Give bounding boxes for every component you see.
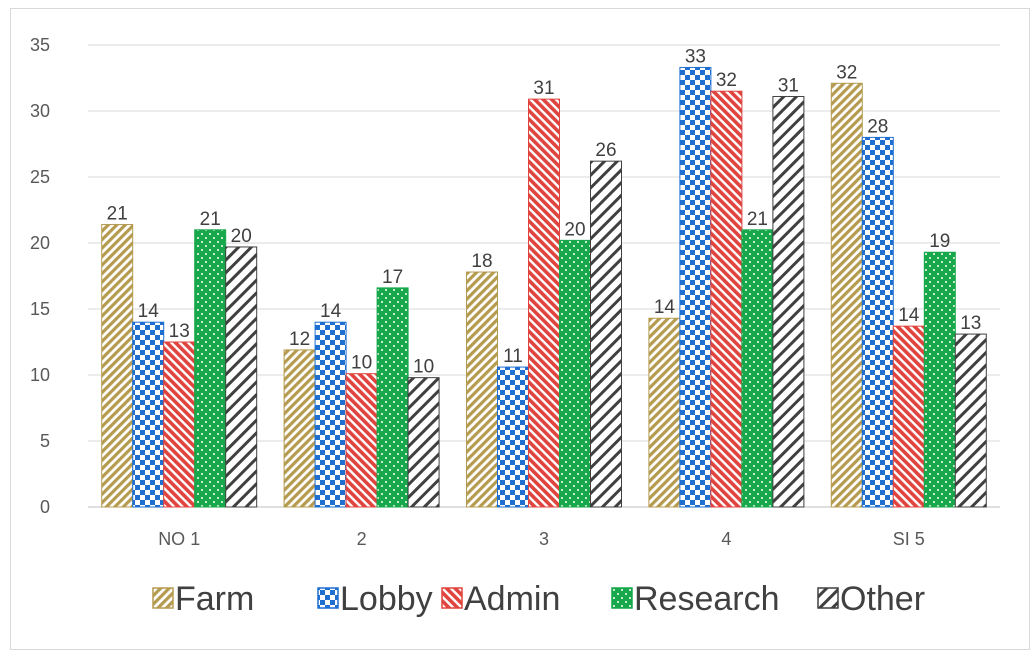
- data-label: 21: [200, 209, 221, 230]
- legend-item-research: Research: [611, 580, 780, 618]
- data-label: 18: [471, 251, 492, 272]
- y-tick-label: 25: [30, 167, 50, 187]
- bar-lobby-0: [132, 321, 165, 508]
- legend-swatch: [152, 587, 174, 609]
- x-axis-ticks: NO 1 2 3 4 SI 5: [158, 529, 925, 549]
- bar-other-1: [407, 377, 440, 508]
- data-label: 14: [898, 305, 920, 326]
- x-tick-label: SI 5: [893, 529, 925, 549]
- legend-label: Farm: [175, 580, 254, 618]
- legend-swatch: [611, 587, 633, 609]
- x-tick-label: 2: [357, 529, 367, 549]
- bar-admin-2: [528, 98, 560, 508]
- legend-item-admin: Admin: [441, 580, 560, 618]
- bar-admin-0: [163, 341, 196, 508]
- legend-label: Admin: [464, 580, 560, 618]
- bar-farm-2: [466, 271, 498, 508]
- data-label: 20: [231, 226, 252, 247]
- data-label: 31: [533, 78, 554, 99]
- data-label: 13: [960, 313, 981, 334]
- bar-admin-1: [345, 373, 378, 508]
- data-label: 32: [836, 62, 857, 83]
- data-label: 14: [138, 301, 160, 322]
- data-label: 31: [778, 75, 799, 96]
- bar-admin-4: [892, 325, 925, 508]
- legend-swatch: [441, 587, 463, 609]
- y-tick-label: 10: [30, 365, 50, 385]
- data-label: 20: [564, 219, 585, 240]
- bar-lobby-2: [497, 366, 529, 508]
- data-label: 12: [289, 329, 310, 350]
- y-tick-label: 20: [30, 233, 50, 253]
- bar-lobby-4: [861, 136, 894, 508]
- bar-other-2: [590, 160, 622, 508]
- bar-research-4: [923, 251, 956, 508]
- legend-swatch: [317, 587, 339, 609]
- data-label: 14: [320, 301, 342, 322]
- bar-farm-0: [101, 224, 134, 508]
- bar-farm-3: [648, 317, 681, 508]
- legend-item-other: Other: [817, 580, 925, 618]
- legend-item-lobby: Lobby: [317, 580, 433, 618]
- bar-lobby-3: [679, 66, 712, 508]
- x-tick-label: NO 1: [158, 529, 200, 549]
- bar-research-3: [741, 229, 774, 508]
- legend-swatch: [817, 587, 839, 609]
- bar-other-3: [772, 95, 805, 508]
- legend-label: Lobby: [340, 580, 433, 618]
- data-label: 21: [747, 209, 768, 230]
- data-label: 32: [716, 70, 737, 91]
- data-label: 17: [382, 267, 403, 288]
- bar-research-1: [376, 287, 409, 508]
- data-label: 11: [503, 346, 523, 367]
- bar-admin-3: [710, 90, 743, 508]
- data-label: 21: [107, 204, 128, 225]
- y-tick-label: 0: [40, 497, 50, 517]
- y-tick-label: 5: [40, 431, 50, 451]
- legend-label: Other: [840, 580, 925, 618]
- bar-research-0: [194, 229, 227, 508]
- data-label: 10: [351, 353, 372, 374]
- bar-other-0: [225, 246, 258, 508]
- data-label: 19: [929, 231, 950, 252]
- legend-label: Research: [634, 580, 780, 618]
- bars: [101, 66, 987, 508]
- bar-lobby-1: [314, 321, 347, 508]
- data-label: 26: [595, 140, 616, 161]
- y-tick-label: 15: [30, 299, 50, 319]
- bar-farm-4: [830, 82, 863, 508]
- data-label: 13: [169, 321, 190, 342]
- data-label: 33: [685, 46, 706, 67]
- y-tick-label: 35: [30, 35, 50, 55]
- bar-research-2: [559, 239, 591, 508]
- legend-item-farm: Farm: [152, 580, 254, 618]
- x-tick-label: 4: [721, 529, 731, 549]
- data-label: 10: [413, 357, 434, 378]
- y-tick-label: 30: [30, 101, 50, 121]
- data-labels: 21 14 13 21 20 12 14 10 17 10 18 11 31 20 26 14 33 32 21 31…: [107, 46, 982, 377]
- legend: Farm Lobby Admin Research Other: [152, 580, 925, 618]
- bar-farm-1: [283, 349, 316, 508]
- data-label: 14: [654, 297, 676, 318]
- data-label: 28: [867, 116, 888, 137]
- x-tick-label: 3: [539, 529, 549, 549]
- bar-other-4: [954, 333, 987, 508]
- y-axis-ticks: 0 5 10 15 20 25 30 35: [30, 35, 50, 517]
